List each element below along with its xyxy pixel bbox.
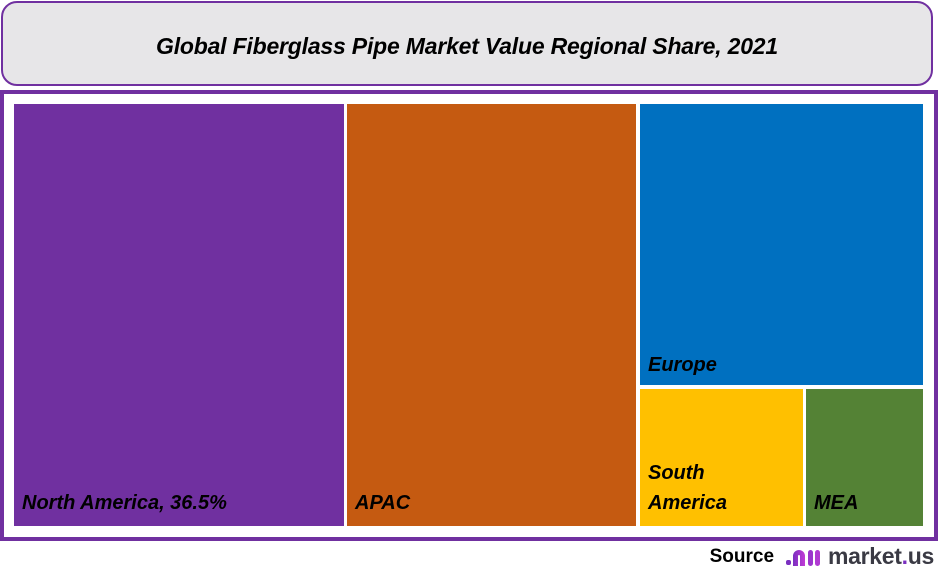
chart-title-box: Global Fiberglass Pipe Market Value Regi…: [1, 1, 933, 86]
treemap-cell-europe: Europe: [640, 104, 923, 385]
market-us-logo-icon: [786, 546, 822, 568]
cell-label-apac: APAC: [355, 492, 411, 514]
source-label: Source: [709, 545, 775, 567]
cell-label-mea: MEA: [814, 492, 859, 514]
treemap-cell-apac: APAC: [347, 104, 636, 526]
brand-dot: .: [901, 543, 908, 569]
brand-name: market: [828, 543, 902, 569]
brand-wordmark: market.us: [828, 543, 934, 570]
treemap-cell-north-america: North America, 36.5%: [14, 104, 344, 526]
chart-title: Global Fiberglass Pipe Market Value Regi…: [156, 33, 778, 59]
source-attribution: Source market.us: [709, 543, 935, 570]
cell-label-south-america: South America: [648, 462, 727, 514]
cell-label-north-america: North America, 36.5%: [22, 492, 227, 514]
treemap-cell-south-america: South America: [640, 389, 803, 526]
brand-tld: us: [907, 543, 935, 569]
cell-label-europe: Europe: [648, 354, 717, 376]
treemap-cell-mea: MEA: [806, 389, 923, 526]
